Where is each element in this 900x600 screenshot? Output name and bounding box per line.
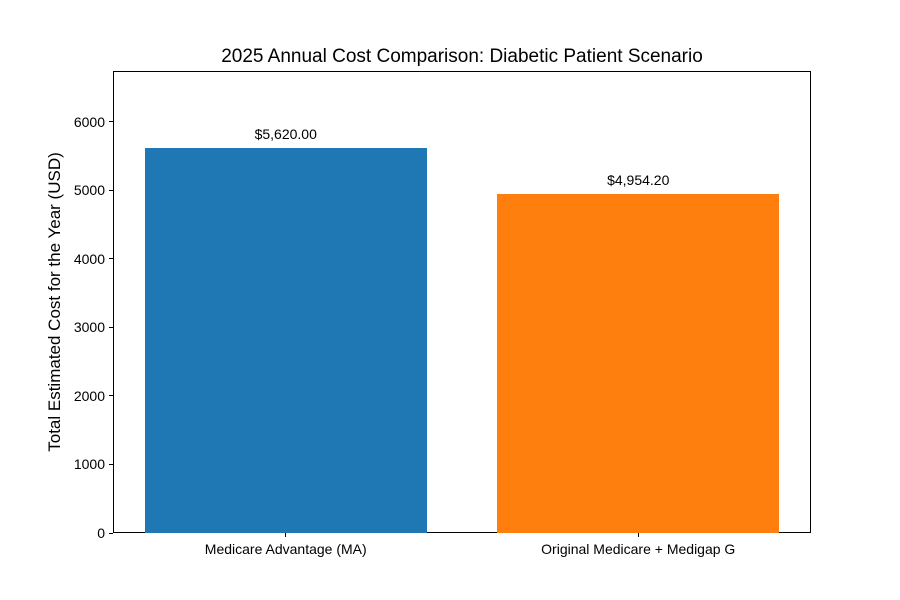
bar [144,148,427,533]
x-tick-mark [637,533,639,537]
y-tick-mark [109,121,113,123]
bar [497,193,780,533]
chart-title: 2025 Annual Cost Comparison: Diabetic Pa… [221,46,703,67]
y-tick-mark [109,258,113,260]
x-tick-label: Original Medicare + Medigap G [541,541,736,557]
x-tick-label: Medicare Advantage (MA) [204,541,367,557]
y-tick-mark [109,463,113,465]
y-tick-label: 1000 [73,456,105,473]
bar-value-label: $5,620.00 [254,126,317,142]
y-tick-mark [109,532,113,534]
y-tick-mark [109,326,113,328]
y-tick-label: 2000 [73,387,105,404]
y-tick-mark [109,189,113,191]
y-tick-label: 4000 [73,250,105,267]
y-tick-label: 5000 [73,182,105,199]
x-tick-mark [285,533,287,537]
y-tick-label: 0 [97,525,105,541]
y-tick-label: 6000 [73,113,105,130]
bar-value-label: $4,954.20 [607,171,670,188]
y-tick-mark [109,395,113,397]
y-tick-label: 3000 [73,319,105,336]
